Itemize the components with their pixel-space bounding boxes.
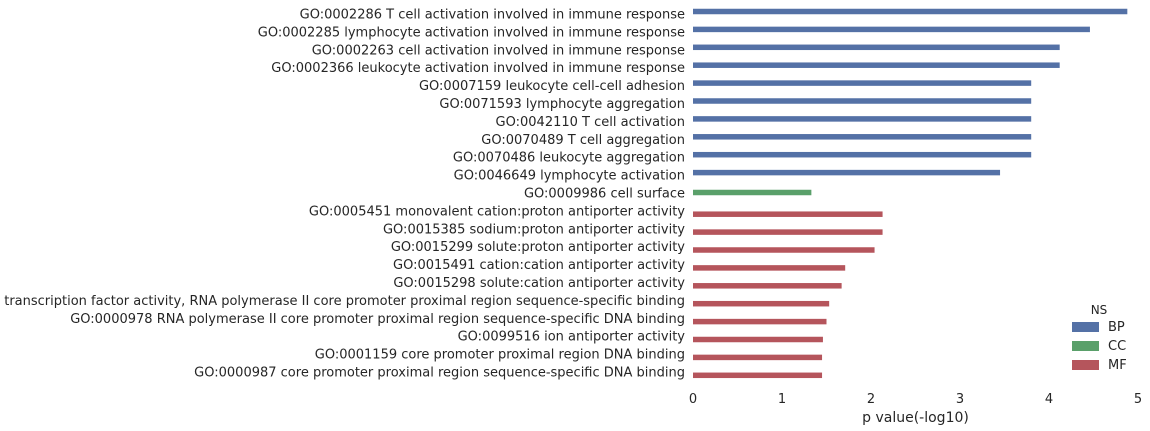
category-label: GO:0000982 transcription factor activity… bbox=[0, 294, 685, 309]
x-tick-labels-group: 0 1 2 3 4 5 bbox=[689, 392, 1142, 407]
bar-4 bbox=[693, 62, 1060, 68]
bars-group bbox=[693, 8, 1128, 379]
bar-14 bbox=[693, 247, 875, 253]
category-label: GO:0005451 monovalent cation:proton anti… bbox=[309, 204, 685, 219]
bar-20 bbox=[693, 354, 823, 361]
bar-9 bbox=[693, 151, 1032, 158]
category-label: GO:0070486 leukocyte aggregation bbox=[453, 151, 685, 166]
category-label: GO:0002285 lymphocyte activation involve… bbox=[258, 25, 685, 40]
bar-6 bbox=[693, 98, 1032, 104]
category-label: GO:0002366 leukocyte activation involved… bbox=[271, 61, 685, 76]
bar-5 bbox=[693, 80, 1032, 86]
category-label: GO:0002263 cell activation involved in i… bbox=[312, 43, 685, 58]
category-label: GO:0099516 ion antiporter activity bbox=[458, 330, 686, 345]
bar-18 bbox=[693, 318, 827, 325]
legend-label-cc: CC bbox=[1108, 339, 1126, 354]
category-labels-group: GO:0002286 T cell activation involved in… bbox=[0, 8, 685, 381]
category-label: GO:0000978 RNA polymerase II core promot… bbox=[70, 312, 685, 327]
bar-2 bbox=[693, 26, 1090, 33]
category-label: GO:0015385 sodium:proton antiporter acti… bbox=[383, 222, 685, 237]
bar-3 bbox=[693, 44, 1060, 51]
bar-17 bbox=[693, 300, 830, 307]
bar-19 bbox=[693, 336, 823, 343]
x-tick-label: 1 bbox=[778, 392, 786, 407]
legend-swatch-mf bbox=[1072, 360, 1099, 370]
bar-1 bbox=[693, 8, 1128, 15]
category-label: GO:0007159 leukocyte cell-cell adhesion bbox=[419, 79, 685, 94]
bar-8 bbox=[693, 134, 1032, 140]
legend-label-mf: MF bbox=[1108, 358, 1127, 373]
legend-title: NS bbox=[1091, 303, 1108, 317]
category-label: GO:0002286 T cell activation involved in… bbox=[300, 8, 685, 23]
legend-swatch-cc bbox=[1072, 341, 1099, 351]
category-label: GO:0071593 lymphocyte aggregation bbox=[439, 97, 685, 112]
x-axis-title: p value(-log10) bbox=[862, 410, 969, 426]
legend-swatch-bp bbox=[1072, 322, 1099, 332]
bar-15 bbox=[693, 265, 846, 271]
bar-11 bbox=[693, 189, 812, 196]
x-tick-label: 5 bbox=[1134, 392, 1142, 407]
bar-10 bbox=[693, 169, 1001, 176]
category-label: GO:0042110 T cell activation bbox=[496, 115, 685, 130]
category-label: GO:0070489 T cell aggregation bbox=[481, 133, 685, 148]
category-label: GO:0015299 solute:proton antiporter acti… bbox=[391, 240, 685, 255]
category-label: GO:0009986 cell surface bbox=[524, 187, 685, 202]
bar-13 bbox=[693, 229, 883, 235]
category-label: GO:0046649 lymphocyte activation bbox=[454, 169, 685, 184]
category-label: GO:0001159 core promoter proximal region… bbox=[315, 348, 685, 363]
x-tick-label: 2 bbox=[867, 392, 875, 407]
bar-12 bbox=[693, 211, 883, 217]
category-label: GO:0000987 core promoter proximal region… bbox=[194, 366, 685, 381]
bar-7 bbox=[693, 116, 1032, 122]
legend-items: BP CC MF bbox=[1072, 320, 1127, 373]
x-tick-label: 4 bbox=[1045, 392, 1053, 407]
bar-16 bbox=[693, 283, 842, 289]
category-label: GO:0015298 solute:cation antiporter acti… bbox=[393, 276, 685, 291]
legend: NS BP CC MF bbox=[1072, 303, 1127, 373]
x-tick-label: 0 bbox=[689, 392, 697, 407]
legend-label-bp: BP bbox=[1108, 320, 1125, 335]
bar-21 bbox=[693, 372, 823, 379]
x-tick-label: 3 bbox=[956, 392, 964, 407]
category-label: GO:0015491 cation:cation antiporter acti… bbox=[393, 258, 685, 273]
